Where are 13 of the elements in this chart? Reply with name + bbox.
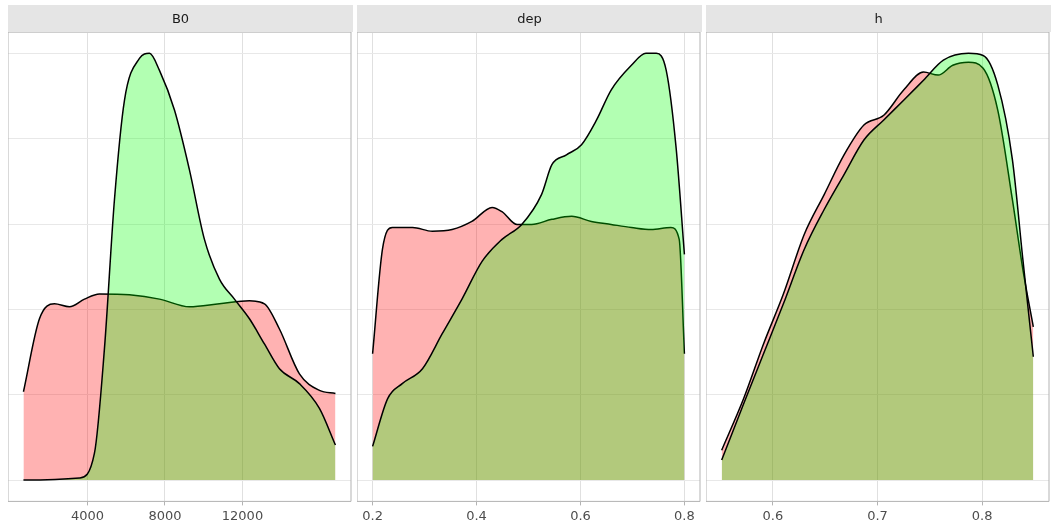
chart-title: h <box>706 5 1051 32</box>
x-tick-label: 0.6 <box>570 507 591 523</box>
x-tick-label: 8000 <box>148 507 182 523</box>
chart-title: dep <box>357 5 702 32</box>
chart-title: B0 <box>8 5 353 32</box>
x-tick-label: 0.8 <box>674 507 695 523</box>
x-tick-label: 0.6 <box>762 507 784 523</box>
x-tick-label: 0.8 <box>971 507 993 523</box>
x-tick-label: 12000 <box>221 507 264 523</box>
x-tick-label: 0.4 <box>466 507 487 523</box>
x-tick-label: 0.2 <box>362 507 383 523</box>
x-tick-label: 0.7 <box>867 507 888 523</box>
x-tick-label: 4000 <box>70 507 104 523</box>
